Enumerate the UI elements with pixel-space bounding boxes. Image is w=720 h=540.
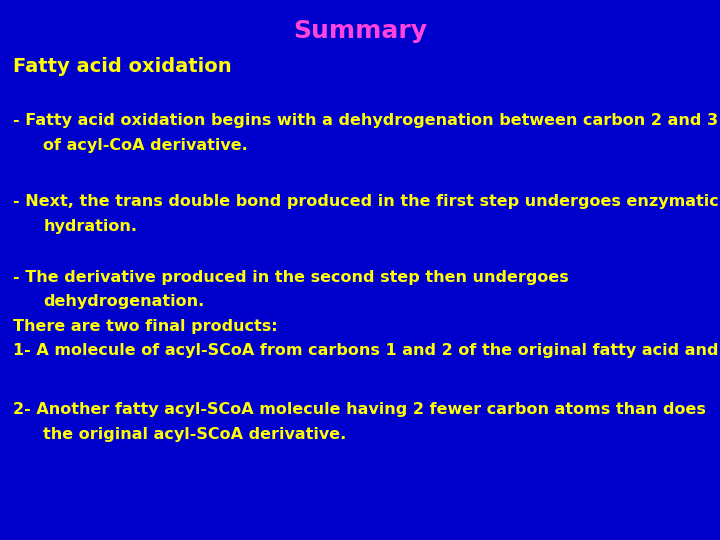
Text: 2- Another fatty acyl-SCoA molecule having 2 fewer carbon atoms than does: 2- Another fatty acyl-SCoA molecule havi…	[13, 402, 706, 417]
Text: hydration.: hydration.	[43, 219, 138, 234]
Text: Summary: Summary	[293, 19, 427, 43]
Text: dehydrogenation.: dehydrogenation.	[43, 294, 204, 309]
Text: - The derivative produced in the second step then undergoes: - The derivative produced in the second …	[13, 270, 569, 285]
Text: 1- A molecule of acyl-SCoA from carbons 1 and 2 of the original fatty acid and: 1- A molecule of acyl-SCoA from carbons …	[13, 343, 719, 358]
Text: of acyl-CoA derivative.: of acyl-CoA derivative.	[43, 138, 248, 153]
Text: - Fatty acid oxidation begins with a dehydrogenation between carbon 2 and 3: - Fatty acid oxidation begins with a deh…	[13, 113, 718, 129]
Text: - Next, the trans double bond produced in the first step undergoes enzymatic: - Next, the trans double bond produced i…	[13, 194, 719, 210]
Text: There are two final products:: There are two final products:	[13, 319, 278, 334]
Text: the original acyl-SCoA derivative.: the original acyl-SCoA derivative.	[43, 427, 346, 442]
Text: Fatty acid oxidation: Fatty acid oxidation	[13, 57, 232, 76]
